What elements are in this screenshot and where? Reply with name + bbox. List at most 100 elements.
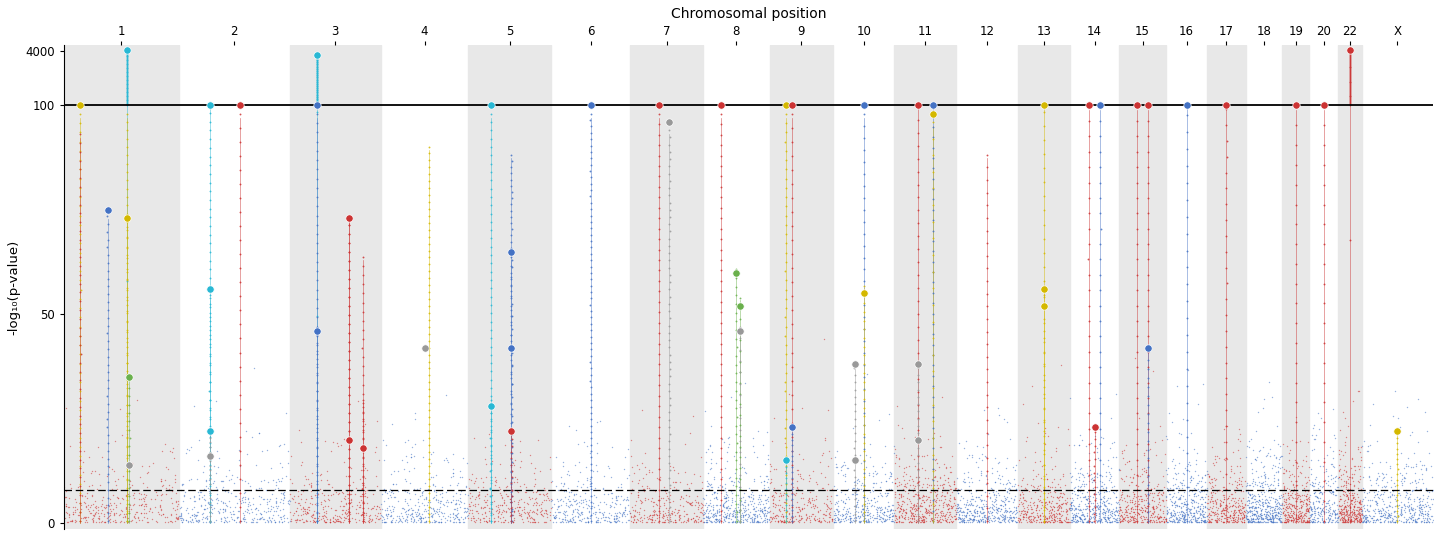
Point bbox=[1270, 462, 1293, 471]
Point bbox=[1332, 514, 1355, 522]
Point bbox=[441, 465, 464, 473]
Point bbox=[1342, 513, 1365, 522]
Point bbox=[351, 396, 374, 405]
Point bbox=[484, 507, 507, 516]
Point bbox=[1286, 505, 1309, 513]
Point bbox=[253, 518, 276, 527]
Point bbox=[403, 440, 426, 448]
Point bbox=[1290, 515, 1313, 523]
Point bbox=[229, 137, 252, 146]
Point bbox=[1068, 513, 1092, 522]
Point bbox=[264, 518, 287, 527]
Point bbox=[562, 506, 585, 514]
Point bbox=[1176, 466, 1200, 475]
Point bbox=[1136, 508, 1159, 516]
Point bbox=[1385, 507, 1408, 515]
Point bbox=[658, 497, 681, 506]
Point bbox=[1021, 499, 1044, 507]
Point bbox=[1336, 514, 1359, 523]
Point bbox=[382, 488, 405, 497]
Point bbox=[658, 198, 681, 207]
Point bbox=[700, 422, 723, 431]
Point bbox=[508, 447, 531, 456]
Point bbox=[216, 486, 239, 494]
Point bbox=[1341, 488, 1364, 497]
Point bbox=[1237, 503, 1260, 512]
Point bbox=[1332, 465, 1355, 474]
Point bbox=[769, 481, 792, 489]
Point bbox=[1342, 503, 1365, 512]
Point bbox=[1247, 512, 1270, 520]
Point bbox=[1172, 516, 1195, 524]
Point bbox=[680, 515, 703, 523]
Point bbox=[1100, 512, 1123, 521]
Point bbox=[1061, 504, 1084, 513]
Point bbox=[724, 513, 747, 522]
Point bbox=[480, 384, 503, 392]
Point bbox=[500, 380, 523, 389]
Point bbox=[446, 481, 469, 490]
Point bbox=[1174, 518, 1197, 527]
Point bbox=[199, 433, 222, 442]
Point bbox=[1240, 469, 1263, 478]
Point bbox=[1047, 508, 1070, 517]
Point bbox=[480, 409, 503, 417]
Point bbox=[445, 518, 468, 527]
Point bbox=[531, 490, 554, 499]
Point bbox=[1282, 510, 1305, 519]
Point bbox=[323, 513, 346, 521]
Point bbox=[1174, 515, 1197, 523]
Point bbox=[703, 512, 726, 521]
Point bbox=[1220, 516, 1243, 524]
Point bbox=[678, 500, 701, 509]
Point bbox=[337, 445, 360, 454]
Point bbox=[775, 295, 798, 303]
Point bbox=[337, 320, 360, 328]
Point bbox=[878, 513, 901, 521]
Point bbox=[351, 362, 374, 371]
Point bbox=[1068, 514, 1092, 523]
Point bbox=[157, 485, 180, 493]
Point bbox=[1142, 505, 1165, 513]
Point bbox=[1272, 479, 1295, 488]
Point bbox=[648, 298, 671, 306]
Point bbox=[780, 348, 804, 357]
Point bbox=[1077, 499, 1100, 507]
Point bbox=[393, 465, 416, 473]
Point bbox=[444, 514, 467, 522]
Point bbox=[226, 513, 249, 521]
Point bbox=[1012, 513, 1035, 522]
Point bbox=[1349, 448, 1372, 457]
Point bbox=[906, 271, 929, 279]
Point bbox=[1097, 515, 1120, 524]
Point bbox=[253, 515, 276, 523]
Point bbox=[622, 512, 645, 521]
Point bbox=[115, 496, 138, 505]
Point bbox=[1234, 513, 1257, 521]
Point bbox=[1323, 510, 1346, 519]
Point bbox=[948, 439, 971, 448]
Point bbox=[1080, 513, 1103, 522]
Point bbox=[1289, 512, 1312, 521]
Point bbox=[115, 126, 138, 135]
Point bbox=[1158, 505, 1181, 513]
Point bbox=[1284, 299, 1308, 308]
Point bbox=[1032, 427, 1056, 436]
Point bbox=[819, 492, 842, 500]
Point bbox=[729, 501, 752, 509]
Point bbox=[1378, 512, 1401, 520]
Point bbox=[325, 487, 348, 496]
Point bbox=[174, 506, 197, 514]
Point bbox=[1032, 418, 1056, 426]
Point bbox=[724, 448, 747, 457]
Point bbox=[351, 426, 374, 434]
Point bbox=[480, 396, 503, 405]
Point bbox=[881, 512, 904, 520]
Point bbox=[930, 508, 953, 517]
Point bbox=[658, 307, 681, 315]
Point bbox=[305, 61, 328, 70]
Point bbox=[1032, 101, 1056, 109]
Point bbox=[1289, 495, 1312, 503]
Point bbox=[1189, 481, 1212, 490]
Point bbox=[922, 143, 945, 152]
